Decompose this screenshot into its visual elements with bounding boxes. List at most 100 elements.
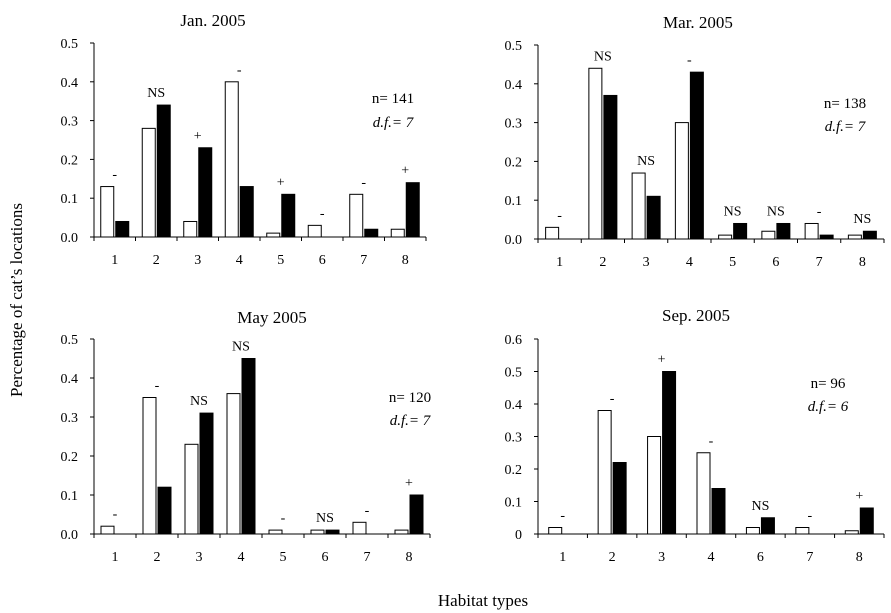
y-tick-label: 0.4 bbox=[505, 78, 523, 93]
bar-filled bbox=[198, 147, 213, 238]
bar-open bbox=[226, 393, 241, 535]
significance-label: + bbox=[401, 164, 409, 179]
bar-open bbox=[548, 527, 563, 535]
bar-open bbox=[141, 127, 156, 238]
significance-label: - bbox=[112, 168, 117, 183]
significance-label: - bbox=[113, 507, 118, 522]
significance-label: + bbox=[658, 353, 666, 368]
bar-filled bbox=[364, 228, 379, 238]
bar-open bbox=[588, 67, 603, 240]
y-tick-label: 0.3 bbox=[61, 115, 79, 130]
bar-filled bbox=[733, 222, 748, 240]
y-tick-label: 0.5 bbox=[505, 366, 523, 381]
significance-label: - bbox=[237, 63, 242, 78]
bar-filled bbox=[241, 358, 256, 535]
bar-open bbox=[647, 436, 662, 535]
bar-open bbox=[795, 527, 810, 535]
bar-open bbox=[266, 232, 281, 238]
x-tick-label: 3 bbox=[658, 550, 665, 565]
sample-size-label: n= 138 bbox=[824, 96, 866, 112]
bar-filled bbox=[239, 186, 254, 238]
x-tick-label: 2 bbox=[599, 255, 606, 270]
significance-label: NS bbox=[724, 204, 742, 219]
x-tick-label: 7 bbox=[816, 255, 823, 270]
x-tick-label: 1 bbox=[556, 255, 563, 270]
bar-filled bbox=[689, 71, 704, 240]
bar-filled bbox=[157, 486, 172, 535]
bar-open bbox=[142, 397, 157, 535]
significance-label: - bbox=[365, 503, 370, 518]
bar-filled bbox=[115, 220, 130, 238]
bar-open bbox=[597, 410, 612, 535]
degrees-of-freedom-label: d.f.= 7 bbox=[825, 119, 867, 135]
x-tick-label: 1 bbox=[112, 550, 119, 565]
significance-label: - bbox=[610, 392, 615, 407]
y-tick-label: 0.2 bbox=[61, 450, 79, 465]
y-tick-label: 0.4 bbox=[61, 76, 79, 91]
y-tick-label: 0.3 bbox=[505, 431, 523, 446]
bar-filled bbox=[325, 529, 340, 535]
x-tick-label: 8 bbox=[856, 550, 863, 565]
bar-open bbox=[224, 81, 239, 238]
bar-filled bbox=[281, 193, 296, 238]
bar-filled bbox=[760, 517, 775, 535]
significance-label: + bbox=[405, 476, 413, 491]
bar-open bbox=[696, 452, 711, 535]
significance-label: NS bbox=[190, 394, 208, 409]
sample-size-label: n= 96 bbox=[811, 376, 846, 392]
significance-label: - bbox=[557, 208, 562, 223]
y-tick-label: 0.1 bbox=[61, 192, 79, 207]
bar-open bbox=[394, 529, 409, 535]
y-tick-label: 0.3 bbox=[61, 411, 79, 426]
bar-open bbox=[352, 521, 367, 535]
bar-filled bbox=[199, 412, 214, 535]
y-tick-label: 0.5 bbox=[61, 333, 79, 348]
significance-label: NS bbox=[232, 340, 250, 355]
degrees-of-freedom-label: d.f.= 7 bbox=[390, 413, 432, 429]
bar-open bbox=[100, 525, 115, 535]
bar-filled bbox=[156, 104, 171, 238]
chart-title: Jan. 2005 bbox=[180, 11, 245, 30]
x-tick-label: 4 bbox=[708, 550, 715, 565]
chart-panel-1: Jan. 2005 0.0 0.1 0.2 0.3 0.4 0.5 1 - 2 NS 3 +4 - 5 +6 -… bbox=[61, 11, 427, 268]
x-tick-label: 7 bbox=[360, 253, 367, 268]
y-tick-label: 0.0 bbox=[61, 231, 79, 246]
y-tick-label: 0.1 bbox=[505, 496, 523, 511]
bar-open bbox=[545, 226, 560, 240]
significance-label: NS bbox=[637, 154, 655, 169]
y-tick-label: 0.5 bbox=[505, 39, 523, 54]
y-tick-label: 0 bbox=[515, 528, 522, 543]
chart-title: Mar. 2005 bbox=[663, 13, 733, 32]
significance-label: NS bbox=[751, 499, 769, 514]
significance-label: NS bbox=[594, 49, 612, 64]
bar-open bbox=[349, 193, 364, 238]
bar-filled bbox=[405, 182, 420, 238]
x-axis-label: Habitat types bbox=[438, 591, 528, 610]
x-tick-label: 8 bbox=[406, 550, 413, 565]
y-tick-label: 0.4 bbox=[61, 372, 79, 387]
bar-open bbox=[183, 220, 198, 238]
bar-filled bbox=[409, 494, 424, 535]
y-tick-label: 0.2 bbox=[505, 463, 523, 478]
x-tick-label: 6 bbox=[757, 550, 764, 565]
bar-open bbox=[745, 527, 760, 535]
x-tick-label: 1 bbox=[559, 550, 566, 565]
y-tick-label: 0.4 bbox=[505, 398, 523, 413]
bar-filled bbox=[662, 371, 677, 535]
significance-label: - bbox=[808, 509, 813, 524]
x-tick-label: 3 bbox=[643, 255, 650, 270]
y-tick-label: 0.1 bbox=[505, 194, 523, 209]
x-tick-label: 1 bbox=[111, 253, 118, 268]
chart-panel-4: Sep. 2005 0 0.1 0.2 0.3 0.4 0.5 0.6 1 - 2 - 3 +4 - 6 NS 7… bbox=[505, 306, 885, 565]
x-tick-label: 7 bbox=[806, 550, 813, 565]
x-tick-label: 7 bbox=[364, 550, 371, 565]
chart-panel-2: Mar. 2005 0.0 0.1 0.2 0.3 0.4 0.5 1 - 2 NS 3 NS 4 - 5 NS… bbox=[505, 13, 885, 270]
bar-open bbox=[674, 122, 689, 240]
bar-open bbox=[847, 234, 862, 240]
bar-open bbox=[390, 228, 405, 238]
bar-open bbox=[100, 186, 115, 238]
sample-size-label: n= 120 bbox=[389, 390, 431, 406]
bar-open bbox=[844, 530, 859, 535]
x-tick-label: 2 bbox=[153, 253, 160, 268]
significance-label: - bbox=[817, 204, 822, 219]
